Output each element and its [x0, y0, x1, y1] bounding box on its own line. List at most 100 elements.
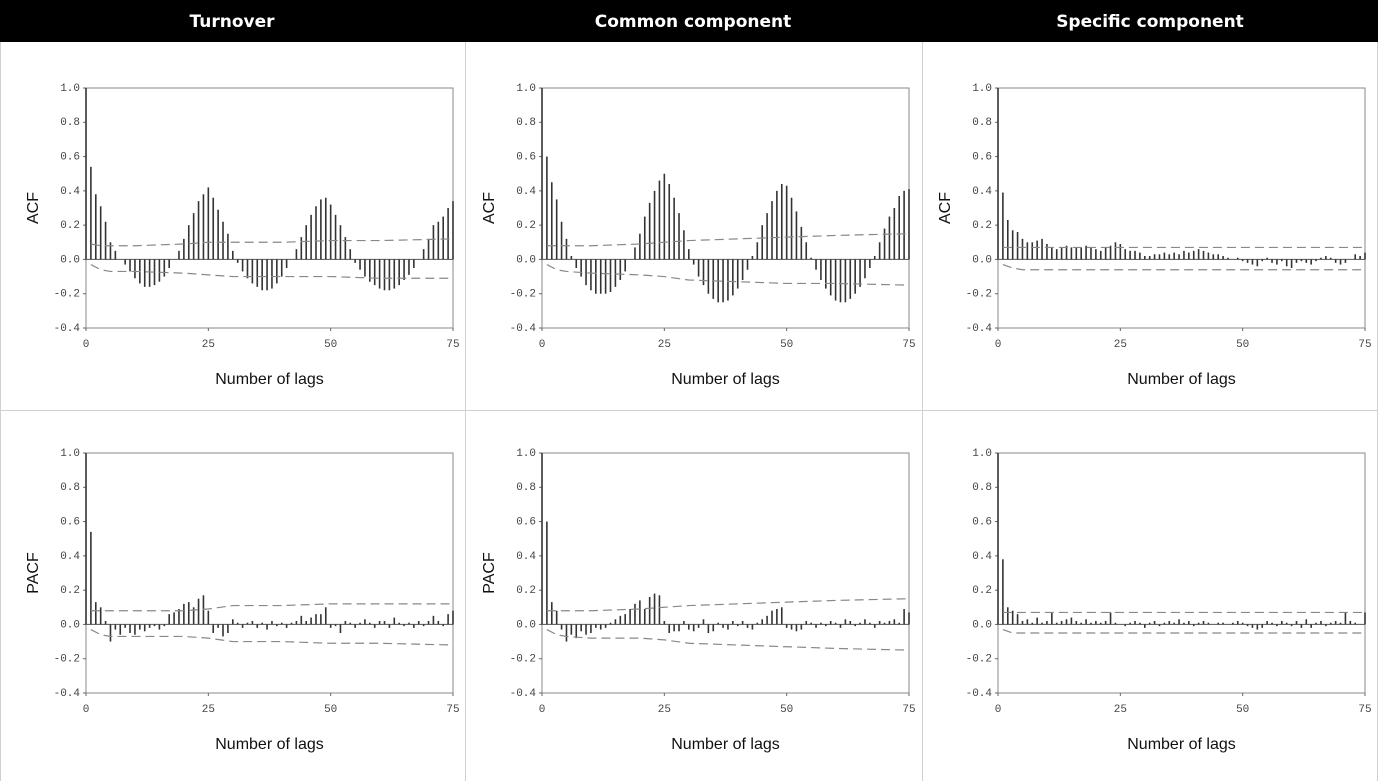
- y-tick-label: 0.0: [972, 619, 992, 631]
- x-axis-label: Number of lags: [671, 371, 780, 388]
- y-tick-label: 0.6: [972, 516, 992, 528]
- y-axis-label: ACF: [25, 192, 42, 224]
- y-tick-label: 0.6: [516, 516, 536, 528]
- y-tick-label: 1.0: [60, 448, 80, 460]
- y-tick-label: -0.2: [54, 289, 80, 301]
- column-header: Specific component: [1056, 12, 1244, 32]
- confidence-band: [90, 629, 454, 646]
- x-tick-label: 75: [446, 339, 459, 351]
- x-axis-label: Number of lags: [215, 371, 324, 388]
- y-tick-label: -0.2: [510, 654, 536, 666]
- y-tick-label: 0.6: [972, 151, 992, 163]
- x-tick-label: 0: [539, 339, 546, 351]
- x-tick-label: 25: [658, 704, 671, 716]
- y-tick-label: 0.2: [972, 585, 992, 597]
- y-axis-label: ACF: [481, 192, 498, 224]
- column-header: Common component: [595, 12, 791, 32]
- y-tick-label: 0.0: [972, 254, 992, 266]
- x-tick-label: 25: [1114, 704, 1127, 716]
- confidence-band: [1002, 264, 1365, 271]
- y-tick-label: 1.0: [972, 83, 992, 95]
- column-header: Turnover: [190, 12, 276, 32]
- y-tick-label: 0.0: [60, 254, 80, 266]
- y-tick-label: 0.4: [972, 186, 992, 198]
- y-tick-label: 0.2: [516, 585, 536, 597]
- y-tick-label: 0.6: [60, 151, 80, 163]
- y-tick-label: 1.0: [516, 83, 536, 95]
- confidence-band: [90, 603, 453, 612]
- x-tick-label: 50: [1236, 704, 1249, 716]
- y-axis-label: ACF: [937, 192, 954, 224]
- y-tick-label: 0.2: [60, 220, 80, 232]
- plot-frame: [85, 452, 454, 694]
- y-axis-label: PACF: [481, 552, 498, 594]
- x-tick-label: 75: [446, 704, 459, 716]
- y-tick-label: -0.2: [966, 289, 992, 301]
- y-tick-label: 0.4: [60, 551, 80, 563]
- y-tick-label: -0.2: [966, 654, 992, 666]
- plot-frame: [997, 87, 1366, 329]
- x-axis-label: Number of lags: [1127, 736, 1236, 753]
- y-tick-label: -0.4: [510, 688, 537, 700]
- y-tick-label: 0.6: [60, 516, 80, 528]
- y-tick-label: 0.0: [516, 254, 536, 266]
- y-tick-label: -0.4: [966, 688, 993, 700]
- x-tick-label: 50: [324, 339, 337, 351]
- y-tick-label: 0.6: [516, 151, 536, 163]
- header-bar: [0, 0, 1378, 42]
- y-tick-label: 0.4: [516, 186, 536, 198]
- y-tick-label: 0.0: [516, 619, 536, 631]
- x-tick-label: 50: [780, 704, 793, 716]
- y-tick-label: -0.4: [966, 323, 993, 335]
- y-tick-label: 1.0: [60, 83, 80, 95]
- x-tick-label: 50: [1236, 339, 1249, 351]
- x-tick-label: 25: [658, 339, 671, 351]
- y-tick-label: 0.2: [516, 220, 536, 232]
- x-tick-label: 75: [902, 704, 915, 716]
- y-tick-label: 0.8: [972, 117, 992, 129]
- y-axis-label: PACF: [25, 552, 42, 594]
- y-tick-label: 0.2: [60, 585, 80, 597]
- confidence-band: [90, 264, 453, 279]
- y-tick-label: -0.2: [510, 289, 536, 301]
- x-tick-label: 50: [780, 339, 793, 351]
- y-tick-label: 1.0: [972, 448, 992, 460]
- y-tick-label: -0.4: [54, 688, 81, 700]
- y-tick-label: 0.8: [972, 482, 992, 494]
- x-tick-label: 75: [902, 339, 915, 351]
- confidence-band: [546, 264, 910, 286]
- y-tick-label: 0.4: [972, 551, 992, 563]
- x-axis-label: Number of lags: [1127, 371, 1236, 388]
- grid-borders: [0, 42, 1378, 781]
- confidence-band: [546, 629, 910, 651]
- x-tick-label: 25: [202, 704, 215, 716]
- plot-frame: [85, 87, 454, 329]
- confidence-band: [1002, 629, 1365, 634]
- plot-frame: [541, 452, 910, 694]
- y-tick-label: -0.2: [54, 654, 80, 666]
- x-tick-label: 75: [1358, 339, 1371, 351]
- y-tick-label: 0.8: [516, 482, 536, 494]
- y-tick-label: 0.0: [60, 619, 80, 631]
- x-tick-label: 0: [83, 339, 90, 351]
- confidence-band: [90, 238, 454, 247]
- plot-frame: [541, 87, 910, 329]
- y-tick-label: 0.8: [516, 117, 536, 129]
- x-axis-label: Number of lags: [215, 736, 324, 753]
- x-tick-label: 75: [1358, 704, 1371, 716]
- x-tick-label: 0: [995, 704, 1002, 716]
- confidence-band: [546, 598, 910, 612]
- y-tick-label: -0.4: [510, 323, 537, 335]
- plot-frame: [997, 452, 1366, 694]
- confidence-band: [546, 233, 910, 247]
- y-tick-label: 0.4: [60, 186, 80, 198]
- y-tick-label: 1.0: [516, 448, 536, 460]
- y-tick-label: 0.8: [60, 482, 80, 494]
- y-tick-label: -0.4: [54, 323, 81, 335]
- x-tick-label: 25: [1114, 339, 1127, 351]
- x-tick-label: 50: [324, 704, 337, 716]
- x-tick-label: 25: [202, 339, 215, 351]
- x-tick-label: 0: [539, 704, 546, 716]
- y-tick-label: 0.4: [516, 551, 536, 563]
